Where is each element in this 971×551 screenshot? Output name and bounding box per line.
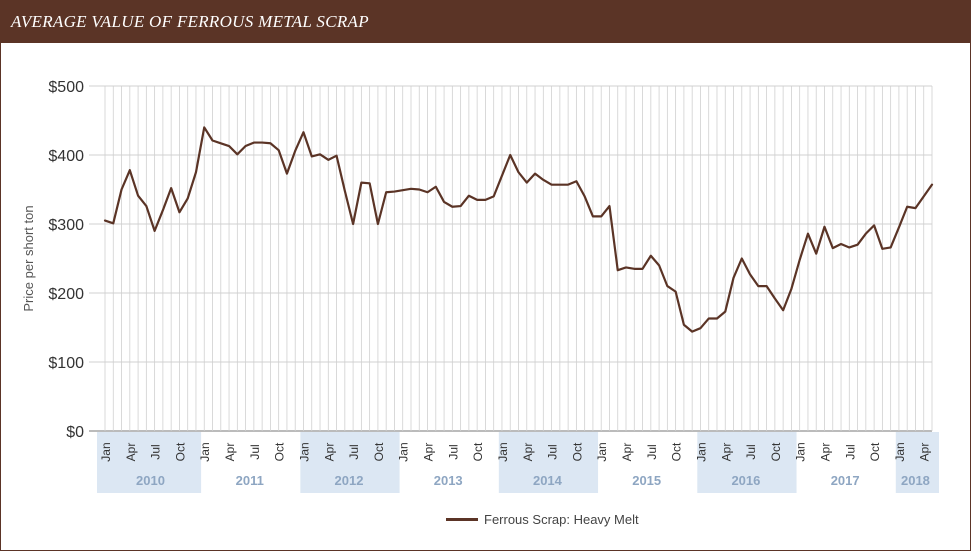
x-tick-label: Oct	[372, 442, 386, 461]
x-tick-label: Apr	[124, 443, 138, 462]
x-tick-label: Jul	[843, 444, 857, 459]
year-band-2012	[300, 432, 400, 493]
x-tick-label: Jan	[893, 442, 907, 461]
year-label-2017: 2017	[831, 473, 860, 488]
x-tick-label: Apr	[422, 443, 436, 462]
x-tick-label: Oct	[570, 442, 584, 461]
x-tick-label: Oct	[670, 442, 684, 461]
x-tick-label: Jan	[694, 442, 708, 461]
x-tick-label: Jan	[595, 442, 609, 461]
year-label-2011: 2011	[236, 473, 264, 488]
year-label-2013: 2013	[434, 473, 463, 488]
x-tick-label: Apr	[918, 443, 932, 462]
legend: Ferrous Scrap: Heavy Melt	[446, 511, 639, 527]
x-tick-label: Jan	[198, 442, 212, 461]
year-label-2015: 2015	[632, 473, 661, 488]
y-tick-label: $500	[48, 79, 84, 96]
x-tick-label: Apr	[223, 443, 237, 462]
x-tick-label: Jan	[297, 442, 311, 461]
year-band-2010	[97, 432, 202, 493]
x-tick-label: Oct	[471, 442, 485, 461]
year-label-2016: 2016	[731, 473, 760, 488]
chart-title: Average Value of Ferrous Metal Scrap	[11, 12, 369, 31]
y-tick-label: $200	[48, 286, 84, 303]
year-band-2014	[498, 432, 599, 493]
y-axis-title: Price per short ton	[21, 205, 36, 311]
x-tick-label: Jul	[149, 444, 163, 459]
year-label-2014: 2014	[533, 473, 563, 488]
x-tick-label: Apr	[620, 443, 634, 462]
x-tick-label: Apr	[322, 443, 336, 462]
x-tick-label: Oct	[273, 442, 287, 461]
legend-label: Ferrous Scrap: Heavy Melt	[484, 511, 639, 527]
y-tick-label: $400	[48, 148, 84, 165]
series-line-0	[103, 126, 934, 333]
y-tick-label: $300	[48, 217, 84, 234]
x-tick-label: Apr	[818, 443, 832, 462]
year-label-2012: 2012	[335, 473, 364, 488]
x-tick-label: Oct	[868, 442, 882, 461]
y-tick-label: $0	[66, 424, 84, 441]
year-band-2016	[697, 432, 797, 493]
chart-header: Average Value of Ferrous Metal Scrap	[1, 1, 970, 43]
y-tick-label: $100	[48, 355, 84, 372]
legend-swatch	[446, 517, 478, 521]
x-tick-label: Oct	[173, 442, 187, 461]
x-tick-label: Jan	[397, 442, 411, 461]
x-tick-label: Jan	[794, 442, 808, 461]
x-tick-label: Jul	[446, 444, 460, 459]
x-tick-label: Jul	[645, 444, 659, 459]
x-tick-label: Jul	[347, 444, 361, 459]
year-band-2018	[895, 432, 939, 493]
x-tick-label: Jul	[744, 444, 758, 459]
x-tick-label: Jul	[248, 444, 262, 459]
x-tick-label: Oct	[769, 442, 783, 461]
x-tick-label: Jan	[99, 442, 113, 461]
x-tick-label: Jan	[496, 442, 510, 461]
year-label-2010: 2010	[136, 473, 165, 488]
year-label-2018: 2018	[901, 473, 930, 488]
x-tick-label: Apr	[521, 443, 535, 462]
x-tick-label: Apr	[719, 443, 733, 462]
x-tick-label: Jul	[546, 444, 560, 459]
